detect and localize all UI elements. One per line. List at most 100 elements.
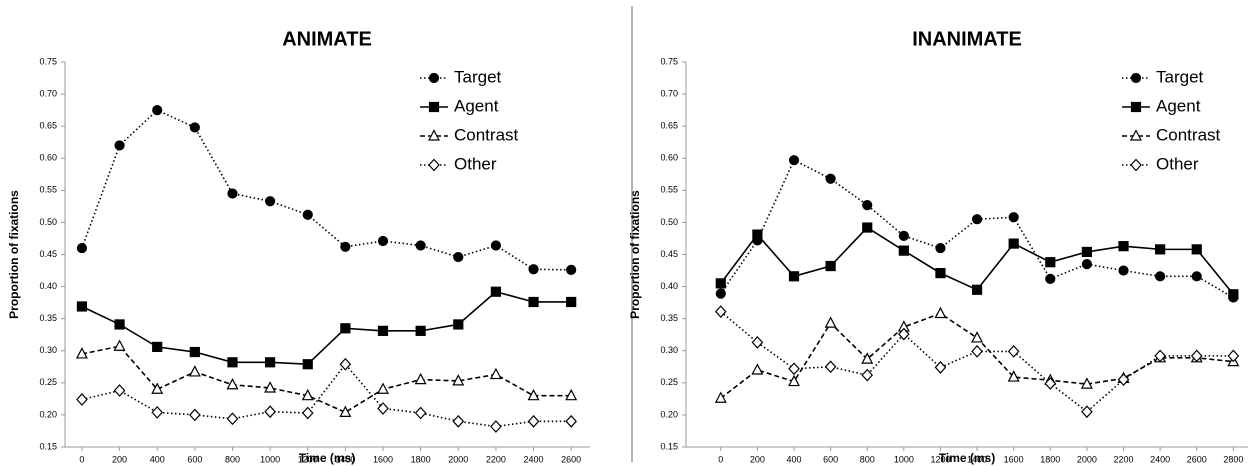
marker	[1007, 370, 1020, 382]
series-line	[81, 345, 572, 414]
x-tick-label: 2800	[1223, 454, 1243, 464]
legend-label: Contrast	[454, 125, 519, 144]
series	[715, 222, 1239, 300]
marker	[824, 360, 837, 374]
marker	[1080, 377, 1093, 389]
marker	[490, 240, 502, 251]
marker	[302, 209, 313, 220]
x-tick-label: 200	[750, 454, 765, 464]
series-line	[81, 362, 572, 428]
marker	[1045, 257, 1056, 268]
x-tick-label: 600	[187, 454, 202, 464]
x-tick-label: 2400	[524, 454, 544, 464]
series-line	[720, 310, 1234, 413]
marker	[971, 214, 983, 225]
x-tick-label: 800	[225, 454, 240, 464]
marker	[339, 405, 352, 417]
marker	[340, 323, 351, 334]
marker	[152, 341, 163, 352]
x-tick-label: 0	[718, 454, 723, 464]
x-tick-label: 2200	[486, 454, 506, 464]
x-tick-label: 1600	[373, 454, 393, 464]
y-tick-label: 0.75	[39, 56, 57, 66]
y-tick-label: 0.45	[39, 249, 57, 259]
marker	[1081, 259, 1093, 270]
y-tick-label: 0.40	[39, 281, 57, 291]
legend-marker	[428, 72, 440, 84]
x-tick-label: 2200	[1114, 454, 1134, 464]
y-tick-label: 0.30	[660, 345, 678, 355]
marker	[152, 105, 163, 116]
marker	[452, 374, 465, 386]
marker	[566, 264, 577, 275]
legend-marker	[428, 158, 440, 172]
y-tick-label: 0.25	[39, 377, 57, 387]
marker	[1081, 405, 1093, 419]
marker	[934, 361, 947, 374]
y-tick-label: 0.70	[660, 88, 678, 98]
marker	[301, 388, 314, 401]
marker	[1228, 289, 1239, 300]
marker	[227, 188, 238, 199]
y-tick-label: 0.75	[660, 56, 678, 66]
x-tick-label: 800	[860, 454, 875, 464]
series	[76, 105, 577, 275]
marker	[75, 347, 88, 359]
marker	[788, 155, 800, 166]
x-tick-label: 2400	[1150, 454, 1170, 464]
marker	[189, 408, 201, 422]
chart-title: INANIMATE	[912, 28, 1022, 50]
marker	[751, 363, 764, 375]
marker	[1118, 241, 1129, 252]
legend-marker	[1130, 72, 1142, 84]
x-tick-label: 1200	[298, 454, 318, 464]
marker	[76, 242, 88, 254]
marker	[527, 414, 540, 428]
marker	[1227, 349, 1240, 363]
marker	[1191, 271, 1202, 282]
marker	[377, 235, 389, 247]
x-tick-label: 400	[786, 454, 801, 464]
y-tick-label: 0.65	[660, 121, 678, 131]
marker	[377, 382, 390, 394]
marker	[1190, 349, 1203, 363]
y-tick-label: 0.55	[660, 185, 678, 195]
legend-marker	[1130, 101, 1142, 113]
marker	[414, 372, 427, 385]
marker	[566, 296, 577, 308]
marker	[528, 296, 539, 308]
marker	[1154, 349, 1166, 363]
marker	[824, 316, 837, 328]
marker	[527, 388, 540, 401]
chart-title: ANIMATE	[282, 28, 372, 50]
marker	[414, 406, 427, 420]
x-tick-label: 2000	[1077, 454, 1097, 464]
marker	[189, 122, 200, 133]
marker	[151, 405, 164, 419]
marker	[565, 414, 577, 428]
y-axis-label: Proportion of fixations	[628, 190, 642, 319]
marker	[452, 414, 465, 428]
x-tick-label: 2600	[561, 454, 581, 464]
y-tick-label: 0.20	[39, 409, 57, 419]
marker	[788, 271, 800, 282]
marker	[189, 346, 200, 358]
x-tick-label: 1000	[894, 454, 914, 464]
marker	[114, 140, 125, 151]
y-tick-label: 0.60	[39, 153, 57, 163]
x-tick-label: 1000	[260, 454, 280, 464]
x-axis-label: Time (ms)	[299, 451, 355, 465]
legend-marker	[428, 101, 440, 113]
marker	[898, 245, 909, 256]
marker	[151, 382, 164, 394]
marker	[76, 393, 88, 406]
marker	[934, 306, 947, 319]
marker	[264, 405, 276, 419]
marker	[715, 278, 726, 289]
y-tick-label: 0.30	[39, 345, 57, 355]
marker	[415, 325, 426, 336]
y-tick-label: 0.70	[39, 88, 57, 98]
marker	[188, 365, 201, 377]
marker	[1118, 265, 1129, 276]
